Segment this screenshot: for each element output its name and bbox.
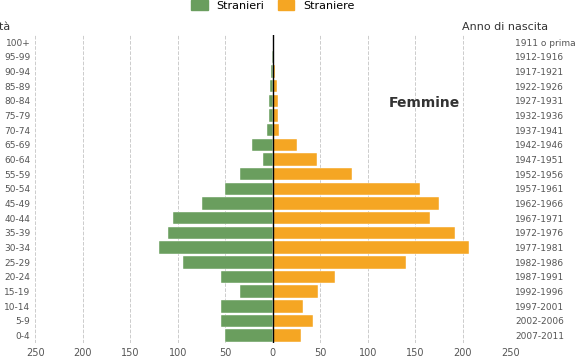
Bar [240,168,273,181]
Bar [225,183,273,195]
Bar [273,80,277,92]
Bar [273,51,274,63]
Bar [159,241,273,254]
Bar [273,183,420,195]
Bar [240,285,273,298]
Text: Anno di nascita: Anno di nascita [462,22,548,32]
Bar [273,300,303,312]
Bar [168,227,273,239]
Bar [173,212,273,224]
Bar [270,80,273,92]
Bar [273,329,302,342]
Bar [273,153,317,166]
Bar [220,271,273,283]
Bar [273,227,455,239]
Legend: Stranieri, Straniere: Stranieri, Straniere [191,0,354,11]
Bar [273,271,335,283]
Bar [267,124,273,136]
Bar [202,197,273,210]
Bar [273,212,430,224]
Bar [263,153,273,166]
Bar [269,94,273,107]
Bar [273,65,275,78]
Text: Femmine: Femmine [389,96,461,110]
Bar [272,51,273,63]
Bar [273,241,469,254]
Bar [273,197,439,210]
Bar [273,109,278,122]
Bar [269,109,273,122]
Bar [271,65,273,78]
Bar [225,329,273,342]
Bar [273,256,406,269]
Bar [273,94,278,107]
Bar [273,285,318,298]
Bar [273,315,313,327]
Bar [252,139,273,151]
Bar [273,168,351,181]
Bar [273,124,280,136]
Text: Età: Età [0,22,11,32]
Bar [220,315,273,327]
Bar [220,300,273,312]
Bar [273,139,296,151]
Bar [183,256,273,269]
